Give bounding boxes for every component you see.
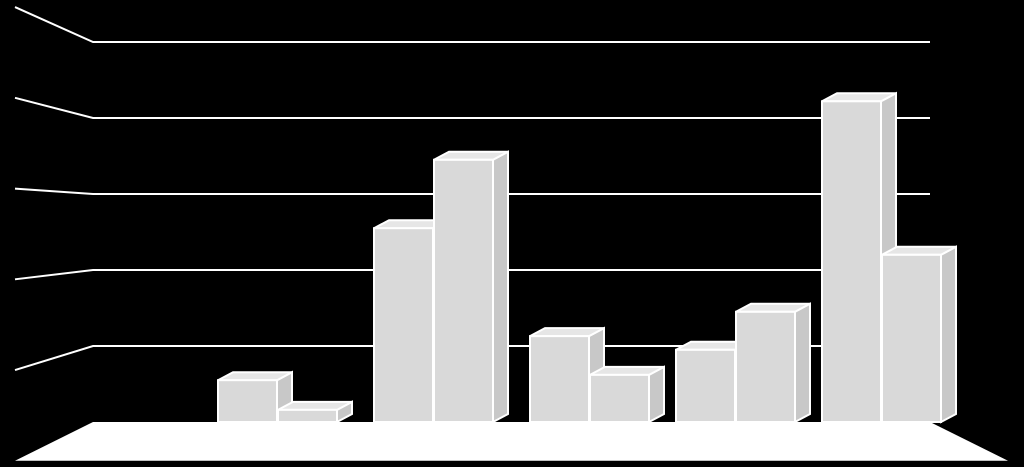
- bar: [529, 335, 590, 423]
- bar-3d: [589, 365, 665, 424]
- bar: [881, 253, 942, 423]
- bar-top: [881, 245, 957, 256]
- bar: [433, 158, 494, 424]
- grid-line: [14, 96, 930, 119]
- bar-3d: [735, 302, 811, 424]
- bar-top: [433, 150, 509, 161]
- bar-top: [529, 327, 605, 338]
- bar-side: [794, 302, 811, 424]
- bar-top: [735, 302, 811, 313]
- bar-3d: [821, 91, 897, 424]
- bar-top: [217, 371, 293, 382]
- bar-top: [277, 400, 353, 411]
- bar: [217, 379, 278, 424]
- bar-3d: [881, 245, 957, 424]
- floor: [15, 422, 1008, 461]
- bar-top: [589, 365, 665, 376]
- bar-side: [648, 365, 665, 424]
- bar-3d: [277, 400, 353, 424]
- bar-side: [940, 245, 957, 424]
- bar: [735, 310, 796, 423]
- bar: [821, 100, 882, 423]
- grid-line: [14, 269, 930, 281]
- grid-line: [14, 6, 930, 43]
- grid-line: [14, 187, 930, 195]
- bar-3d: [433, 150, 509, 424]
- bar-side: [492, 150, 509, 424]
- bar: [589, 373, 650, 424]
- grid-line: [14, 345, 930, 372]
- bar: [675, 348, 736, 423]
- bar-top: [821, 92, 897, 103]
- bar: [277, 408, 338, 423]
- bar: [373, 227, 434, 423]
